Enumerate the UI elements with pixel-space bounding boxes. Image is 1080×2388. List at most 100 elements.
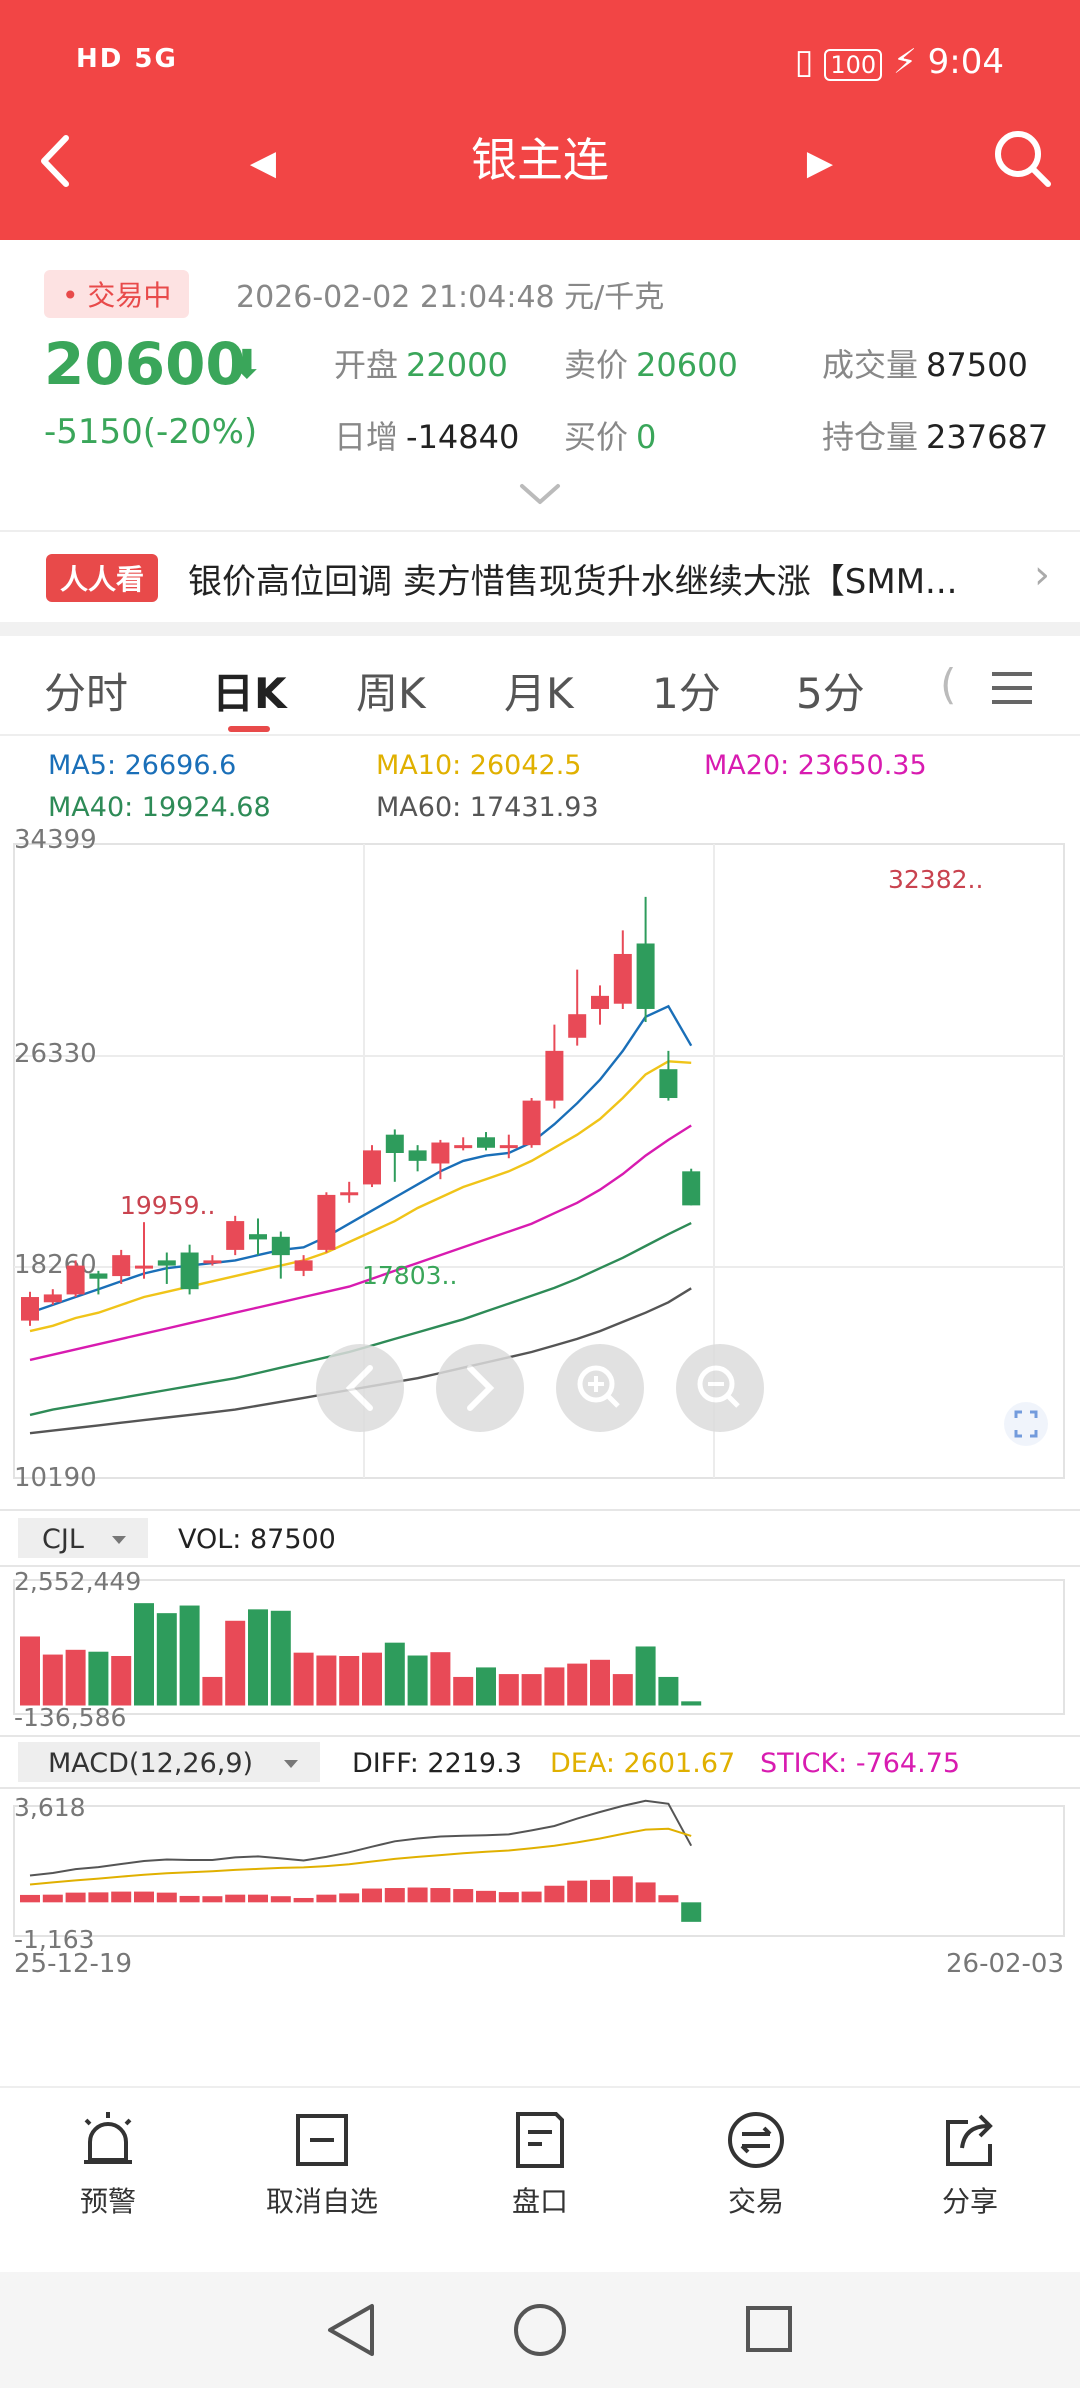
search-icon[interactable]: [990, 126, 1056, 192]
macd-stick: [202, 1896, 223, 1903]
ask-field: 卖价 20600: [564, 346, 738, 384]
volume-frame: [13, 1579, 1065, 1715]
candle-body: [43, 1294, 62, 1303]
tab-1min[interactable]: 1分: [652, 669, 721, 718]
scroll-left-button[interactable]: [316, 1344, 404, 1432]
chart-controls: [316, 1344, 1048, 1446]
macd-stick: [316, 1894, 337, 1903]
order-book-icon: [516, 2112, 564, 2168]
chart-svg[interactable]: 34399 26330 18260 10190 32382.. 19959.. …: [0, 736, 1080, 2086]
volume-bar: [681, 1701, 702, 1706]
macd-frame: [13, 1805, 1065, 1937]
quote-time: 2026-02-02 21:04:48 元/千克: [236, 280, 665, 315]
dropdown-icon: [284, 1760, 298, 1768]
cjl-selector[interactable]: [18, 1518, 148, 1558]
macd-stick: [362, 1888, 382, 1903]
candle-body: [499, 1145, 518, 1149]
candle-body: [203, 1260, 222, 1264]
dea-readout: DEA: 2601.67: [550, 1748, 735, 1779]
alarm-icon: [84, 2112, 132, 2164]
prev-contract-icon[interactable]: ◀: [249, 143, 277, 183]
news-headline[interactable]: 银价高位回调 卖方惜售现货升水继续大涨【SMM...: [188, 562, 958, 602]
macd-stick: [590, 1879, 610, 1903]
macd-stick: [42, 1894, 63, 1903]
candle-body: [226, 1221, 245, 1250]
down-arrow-icon: ⬇: [230, 342, 264, 388]
alert-label: 预警: [79, 2185, 136, 2218]
macd-series: [20, 1799, 702, 1922]
macd-stick: [658, 1895, 679, 1903]
nav-recents-icon[interactable]: [746, 2306, 792, 2352]
trade-button[interactable]: 交易: [666, 2108, 846, 2220]
zoom-out-button[interactable]: [676, 1344, 764, 1432]
macd-y-max: 3,618: [14, 1793, 86, 1822]
tab-intraday[interactable]: 分时: [44, 669, 129, 718]
charging-icon: ⚡: [892, 42, 917, 82]
expand-chevron-icon[interactable]: [518, 480, 562, 510]
menu-icon[interactable]: [990, 668, 1034, 708]
news-banner[interactable]: 人人看 银价高位回调 卖方惜售现货升水继续大涨【SMM... ›: [0, 530, 1080, 622]
volume-field: 成交量 87500: [822, 346, 1028, 384]
system-nav-bar: [0, 2272, 1080, 2388]
fullscreen-button[interactable]: [1004, 1402, 1048, 1446]
app-header: HD 5G ▯ 100 ⚡ 9:04 ◀ 银主连 ▶: [0, 0, 1080, 240]
macd-stick: [635, 1882, 656, 1903]
candle-body: [157, 1260, 176, 1266]
tab-daily-k[interactable]: 日K: [212, 669, 287, 718]
volume-y-min: -136,586: [14, 1703, 126, 1732]
tab-monthly-k[interactable]: 月K: [504, 669, 574, 718]
chevron-right-icon: [467, 1365, 495, 1411]
quote-panel: • 交易中 2026-02-02 21:04:48 元/千克 20600 ⬇ -…: [0, 240, 1080, 530]
ma20-legend: MA20: 23650.35: [704, 750, 927, 781]
volume-bar: [225, 1620, 246, 1706]
vibrate-icon: ▯: [794, 42, 814, 82]
volume-bar: [179, 1605, 200, 1706]
day-increase-field: 日增 -14840: [334, 418, 520, 456]
chevron-right-icon[interactable]: ›: [1034, 552, 1050, 598]
candle-body: [545, 1050, 564, 1101]
zoom-in-icon: [577, 1365, 620, 1408]
y-tick-label: 10190: [14, 1463, 97, 1493]
battery-icon: 100: [824, 49, 883, 81]
candle-body: [21, 1297, 39, 1321]
share-button[interactable]: 分享: [880, 2108, 1060, 2220]
tab-5min[interactable]: 5分: [796, 669, 865, 718]
volume-bar: [567, 1663, 588, 1706]
back-icon[interactable]: [24, 126, 94, 196]
macd-selector[interactable]: [18, 1742, 320, 1782]
macd-stick: [430, 1888, 451, 1903]
remove-watchlist-label: 取消自选: [265, 2185, 378, 2218]
tab-weekly-k[interactable]: 周K: [356, 669, 426, 718]
zoom-in-button[interactable]: [556, 1344, 644, 1432]
macd-stick: [453, 1889, 474, 1903]
volume-bar: [521, 1674, 542, 1706]
stick-readout: STICK: -764.75: [760, 1748, 960, 1779]
bottom-toolbar: 预警 取消自选 盘口 交易 分享: [0, 2086, 1080, 2272]
page-title: 银主连: [471, 133, 609, 187]
volume-bar: [134, 1603, 154, 1706]
next-contract-icon[interactable]: ▶: [806, 143, 834, 183]
trading-status-badge: • 交易中: [44, 270, 190, 318]
macd-stick: [681, 1902, 702, 1922]
volume-bar: [498, 1674, 519, 1706]
main-chart-frame: [13, 843, 1065, 1479]
order-book-button[interactable]: 盘口: [450, 2108, 630, 2220]
zoom-out-icon: [697, 1365, 740, 1408]
candle-body: [454, 1145, 473, 1149]
remove-watchlist-button[interactable]: 取消自选: [232, 2108, 412, 2220]
alert-button[interactable]: 预警: [18, 2108, 198, 2220]
nav-back-icon[interactable]: [328, 2304, 374, 2356]
candle-body: [271, 1236, 290, 1256]
candle-body: [363, 1150, 381, 1185]
price-change: -5150(-20%): [44, 412, 258, 452]
cjl-label: CJL: [42, 1524, 84, 1555]
candles: [21, 896, 701, 1326]
scroll-right-button[interactable]: [436, 1344, 524, 1432]
y-tick-label: 26330: [14, 1039, 97, 1069]
macd-stick: [225, 1894, 246, 1903]
volume-bar: [248, 1609, 268, 1706]
volume-bar: [111, 1655, 132, 1706]
nav-home-icon[interactable]: [514, 2304, 566, 2356]
ma10-line: [29, 1060, 692, 1333]
tab-more-partial[interactable]: (: [940, 660, 957, 709]
